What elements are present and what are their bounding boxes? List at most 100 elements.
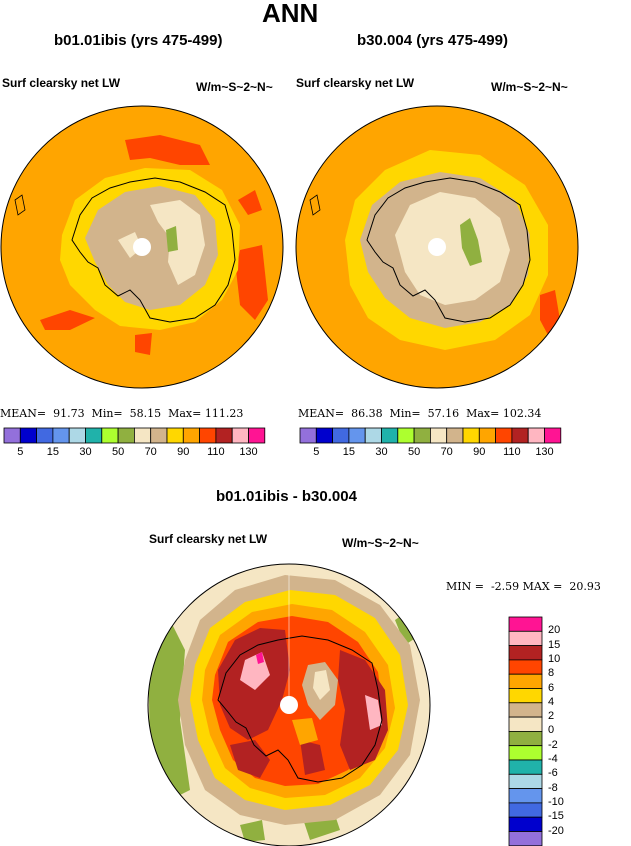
- colorbar-swatch: [462, 427, 480, 444]
- left-case-title: b01.01ibis (yrs 475-499): [54, 32, 223, 49]
- right-field-label: Surf clearsky net LW: [296, 76, 415, 90]
- colorbar-swatch: [508, 616, 543, 632]
- colorbar-swatch: [199, 427, 217, 444]
- left-pole-marker: [133, 238, 151, 256]
- colorbar-swatch: [315, 427, 333, 444]
- colorbar-swatch: [397, 427, 415, 444]
- colorbar-swatch: [527, 427, 545, 444]
- colorbar-swatch: [248, 427, 266, 444]
- difference-stats: MIN = -2.59 MAX = 20.93: [446, 580, 601, 593]
- colorbar-tick-label: 110: [207, 446, 225, 458]
- colorbar-swatch: [544, 427, 562, 444]
- colorbar-tick-label: 4: [548, 695, 555, 708]
- right-polar-map: [295, 105, 579, 389]
- diff-pole-marker: [280, 696, 298, 714]
- colorbar-swatch: [508, 659, 543, 675]
- colorbar-swatch: [231, 427, 249, 444]
- left-field-label: Surf clearsky net LW: [2, 76, 121, 90]
- colorbar-tick-label: 15: [46, 446, 60, 458]
- colorbar-swatch: [36, 427, 54, 444]
- colorbar-tick-label: 20: [548, 624, 561, 637]
- colorbar-swatch: [508, 788, 543, 804]
- colorbar-swatch: [133, 427, 152, 444]
- colorbar-swatch: [508, 831, 543, 846]
- right-stats: MEAN= 86.38 Min= 57.16 Max= 102.34: [298, 407, 542, 420]
- colorbar-swatch: [511, 427, 529, 444]
- colorbar-tick-label: -10: [548, 795, 564, 808]
- colorbar-tick-label: -8: [548, 781, 558, 794]
- colorbar-swatch: [68, 427, 86, 444]
- colorbar-swatch: [508, 773, 543, 789]
- difference-title: b01.01ibis - b30.004: [216, 488, 357, 505]
- colorbar-swatch: [495, 427, 513, 444]
- right-pole-marker: [428, 238, 446, 256]
- right-case-title: b30.004 (yrs 475-499): [357, 32, 508, 49]
- colorbar-swatch: [215, 427, 233, 444]
- colorbar-swatch: [508, 630, 543, 646]
- left-stats: MEAN= 91.73 Min= 58.15 Max= 111.23: [0, 407, 244, 420]
- colorbar-tick-label: 130: [239, 446, 258, 458]
- colorbar-swatch: [508, 716, 543, 732]
- difference-colorbar: [508, 616, 543, 846]
- colorbar-swatch: [508, 688, 543, 704]
- colorbar-swatch: [508, 673, 543, 689]
- colorbar-tick-label: 50: [407, 446, 421, 458]
- colorbar-tick-label: 6: [548, 681, 555, 694]
- colorbar-swatch: [52, 427, 70, 444]
- colorbar-tick-label: 10: [548, 652, 561, 665]
- colorbar-tick-label: 5: [17, 446, 24, 458]
- colorbar-swatch: [508, 645, 543, 661]
- colorbar-tick-label: 50: [111, 446, 125, 458]
- colorbar-tick-label: 0: [548, 724, 555, 737]
- colorbar-swatch: [429, 427, 448, 444]
- colorbar-tick-label: 15: [548, 638, 561, 651]
- colorbar-swatch: [101, 427, 119, 444]
- plot-title: ANN: [262, 0, 319, 28]
- colorbar-tick-label: 110: [503, 446, 521, 458]
- colorbar-tick-label: 8: [548, 667, 555, 680]
- colorbar-tick-label: 70: [144, 446, 157, 458]
- left-units-label: W/m~S~2~N~: [196, 80, 273, 94]
- colorbar-tick-label: -4: [548, 753, 558, 765]
- right-colorbar: [299, 427, 562, 444]
- colorbar-tick-label: 70: [440, 446, 453, 458]
- colorbar-swatch: [150, 427, 168, 444]
- colorbar-swatch: [413, 427, 431, 444]
- colorbar-swatch: [508, 759, 543, 775]
- colorbar-tick-label: 30: [375, 446, 388, 458]
- colorbar-swatch: [508, 731, 543, 747]
- difference-polar-map: [147, 563, 431, 846]
- colorbar-tick-label: 2: [548, 710, 555, 723]
- colorbar-swatch: [364, 427, 382, 444]
- right-units-label: W/m~S~2~N~: [491, 80, 568, 94]
- colorbar-tick-label: 90: [177, 446, 190, 458]
- colorbar-tick-label: -2: [548, 738, 558, 751]
- colorbar-tick-label: -20: [548, 824, 564, 837]
- colorbar-swatch: [381, 427, 399, 444]
- colorbar-swatch: [117, 427, 135, 444]
- colorbar-tick-label: 90: [473, 446, 486, 458]
- colorbar-tick-label: 30: [79, 446, 92, 458]
- colorbar-swatch: [182, 427, 201, 444]
- colorbar-swatch: [299, 427, 317, 444]
- colorbar-swatch: [85, 427, 103, 444]
- colorbar-tick-label: -15: [548, 810, 564, 823]
- colorbar-swatch: [446, 427, 464, 444]
- difference-units-label: W/m~S~2~N~: [342, 536, 419, 550]
- difference-field-label: Surf clearsky net LW: [149, 532, 268, 546]
- colorbar-swatch: [508, 802, 543, 818]
- colorbar-tick-label: 130: [535, 446, 554, 458]
- colorbar-swatch: [166, 427, 184, 444]
- left-polar-map: [0, 105, 284, 389]
- colorbar-swatch: [3, 427, 21, 444]
- colorbar-tick-label: 15: [342, 446, 356, 458]
- colorbar-swatch: [508, 745, 543, 761]
- left-colorbar: [3, 427, 266, 444]
- colorbar-swatch: [19, 427, 37, 444]
- colorbar-tick-label: 5: [313, 446, 320, 458]
- colorbar-swatch: [478, 427, 496, 444]
- colorbar-swatch: [332, 427, 350, 444]
- colorbar-swatch: [508, 702, 543, 718]
- colorbar-tick-label: -6: [548, 767, 558, 780]
